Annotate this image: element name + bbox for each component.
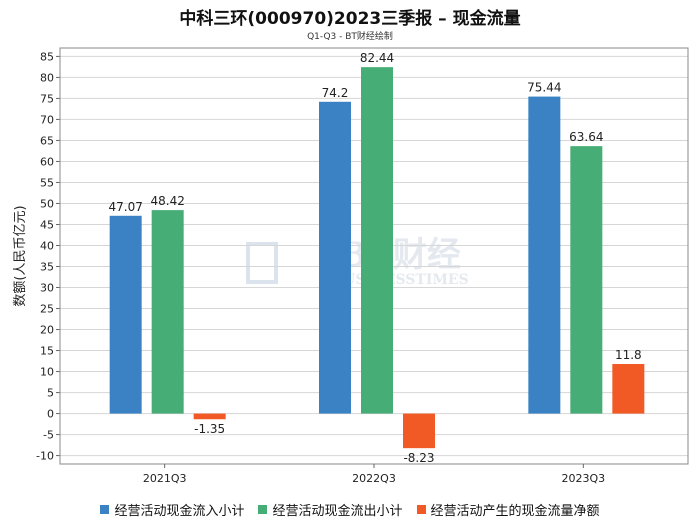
y-tick-label: -10 — [36, 450, 54, 463]
legend-label: 经营活动产生的现金流量净额 — [430, 504, 600, 519]
data-label: 11.8 — [615, 348, 642, 362]
legend-swatch — [258, 505, 268, 514]
bar — [570, 146, 603, 414]
chart-title: 中科三环(000970)2023三季报 – 现金流量 — [179, 9, 521, 29]
y-tick-label: 75 — [40, 92, 54, 105]
bar — [109, 215, 142, 414]
y-tick-label: 30 — [40, 282, 54, 295]
x-tick-label: 2023Q3 — [562, 472, 606, 485]
y-tick-label: 60 — [40, 155, 54, 168]
bars — [109, 67, 645, 449]
axes: -10 -5 0 5 10 15 20 25 30 35 40 45 50 55 60 65 70 75 80 85 数… — [13, 47, 689, 485]
data-label: -8.23 — [403, 451, 434, 465]
y-axis-label: 数额(人民币亿元) — [13, 205, 28, 306]
bar — [528, 96, 561, 414]
y-tick-label: 10 — [40, 366, 54, 379]
y-tick-label: 40 — [40, 239, 54, 252]
data-label: 47.07 — [108, 200, 142, 214]
legend-label: 经营活动现金流入小计 — [114, 504, 245, 519]
watermark-subtext: BUSINESSTIMES — [331, 272, 468, 288]
y-tick-label: 70 — [40, 113, 54, 126]
y-tick-label: -5 — [43, 429, 54, 442]
data-label: -1.35 — [194, 422, 225, 436]
legend-label: 经营活动现金流出小计 — [272, 504, 403, 519]
data-label: 82.44 — [360, 51, 394, 65]
x-tick-label: 2021Q3 — [143, 472, 187, 485]
y-tick-label: 50 — [40, 197, 54, 210]
data-label: 48.42 — [150, 194, 184, 208]
data-labels: 47.07 48.42 -1.35 74.2 82.44 -8.23 75.44 63.64 1… — [108, 51, 641, 465]
y-tick-label: 15 — [40, 345, 54, 358]
bar — [151, 210, 184, 414]
legend-swatch — [416, 505, 426, 514]
bar — [612, 363, 645, 414]
legend-item: 经营活动产生的现金流量净额 — [416, 500, 600, 519]
watermark-text: BT财经 — [339, 235, 461, 275]
legend-swatch — [100, 505, 110, 514]
watermark-logo-icon — [246, 242, 278, 284]
bar — [193, 413, 226, 420]
data-label: 74.2 — [322, 86, 349, 100]
bar — [361, 67, 393, 414]
y-tick-label: 65 — [40, 134, 54, 147]
y-tick-label: 45 — [40, 218, 54, 231]
y-tick-label: 80 — [40, 71, 54, 84]
bar — [319, 101, 351, 414]
bar — [403, 413, 435, 449]
y-tick-label: 85 — [40, 50, 54, 63]
data-label: 63.64 — [569, 130, 603, 144]
y-tick-label: 5 — [47, 387, 54, 400]
legend: 经营活动现金流入小计 经营活动现金流出小计 经营活动产生的现金流量净额 — [0, 500, 700, 519]
y-tick-label: 55 — [40, 176, 54, 189]
data-label: 75.44 — [527, 81, 561, 95]
x-tick-label: 2022Q3 — [352, 472, 396, 485]
legend-item: 经营活动现金流出小计 — [258, 500, 403, 519]
chart-subtitle: Q1-Q3 - BT财经绘制 — [307, 32, 393, 42]
y-tick-label: 20 — [40, 324, 54, 337]
y-tick-label: 25 — [40, 303, 54, 316]
legend-item: 经营活动现金流入小计 — [100, 500, 244, 519]
y-tick-label: 0 — [47, 408, 54, 421]
y-tick-label: 35 — [40, 261, 54, 274]
